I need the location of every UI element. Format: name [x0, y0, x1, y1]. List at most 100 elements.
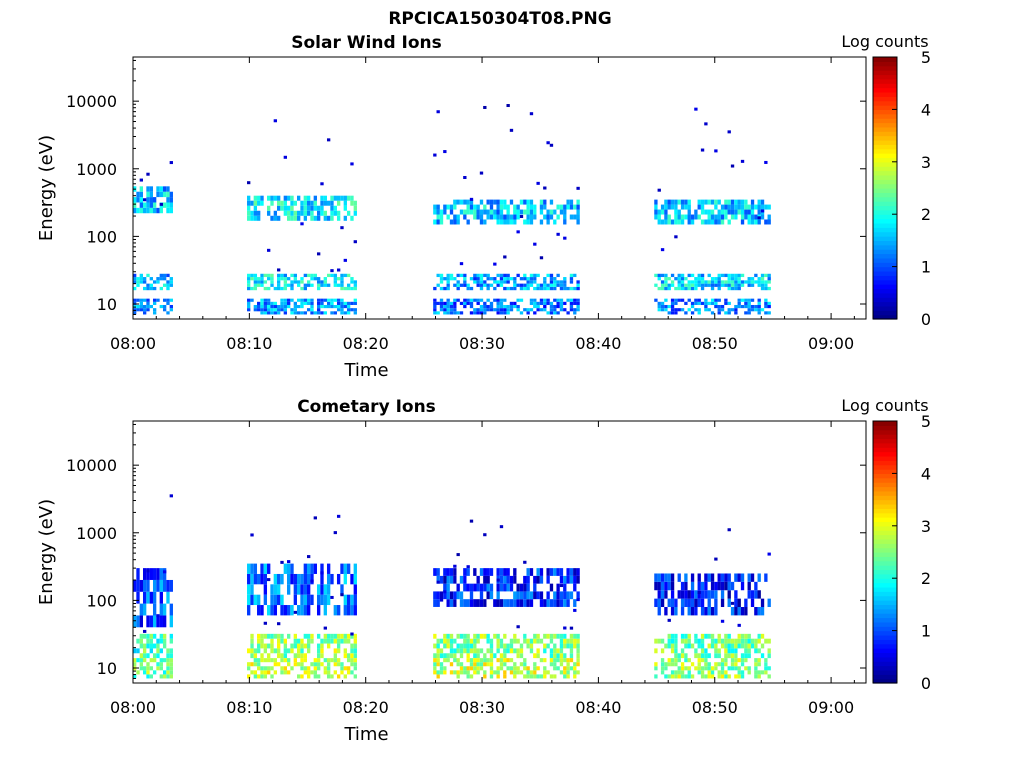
- spectrogram-cell: [463, 638, 467, 644]
- spectrogram-cell: [664, 308, 668, 312]
- spectrogram-cell: [707, 219, 711, 225]
- spectrogram-cell: [536, 308, 540, 312]
- spectrogram-cell: [543, 643, 547, 649]
- spectrogram-cell: [323, 298, 327, 302]
- spectrogram-cell: [439, 591, 444, 600]
- spectrogram-cell: [283, 283, 288, 287]
- spectrogram-cell: [453, 311, 457, 315]
- spectrogram-cell: [162, 579, 167, 592]
- spectrogram-cell: [737, 633, 741, 639]
- spectrogram-cell: [323, 280, 327, 284]
- spectrogram-cell: [159, 568, 163, 580]
- spectrogram-cell: [340, 662, 344, 667]
- spectrogram-cell: [323, 605, 327, 616]
- spectrogram-cell: [697, 308, 701, 312]
- spectrogram-cell: [556, 273, 560, 278]
- spectrogram-cell: [660, 658, 665, 663]
- spectrogram-cell: [750, 209, 755, 215]
- spectrogram-cell: [169, 633, 173, 639]
- spectrogram-cell: [747, 633, 751, 639]
- spectrogram-cell: [303, 584, 307, 595]
- spectrogram-cell: [714, 653, 718, 659]
- spectrogram-cell: [273, 670, 278, 675]
- spectrogram-cell: [133, 286, 137, 291]
- spectrogram-cell: [267, 286, 271, 291]
- spectrogram-cell: [257, 666, 261, 671]
- spectrogram-cell: [493, 199, 497, 205]
- y-tick-label: 100: [86, 591, 117, 610]
- spectrogram-cell: [687, 633, 691, 639]
- spectrogram-cell: [136, 638, 140, 644]
- spectrogram-cell: [734, 273, 738, 278]
- spectrogram-cell: [660, 573, 665, 582]
- spectrogram-cell: [754, 666, 758, 671]
- spectrogram-cell: [446, 599, 450, 607]
- spectrogram-cell: [343, 674, 347, 679]
- spectrogram-cell: [677, 283, 681, 287]
- spectrogram-cell: [146, 638, 150, 644]
- spectrogram-cell: [247, 273, 251, 278]
- spectrogram-cell: [493, 209, 497, 215]
- spectrogram-cell: [684, 633, 688, 639]
- spectrogram-cell: [323, 195, 327, 201]
- spectrogram-cell: [519, 215, 524, 219]
- colorbar-segment: [873, 591, 897, 597]
- spectrogram-cell: [343, 205, 347, 211]
- spectrogram-cell: [670, 219, 675, 225]
- spectrogram-cell: [529, 280, 534, 284]
- spectrogram-cell: [734, 573, 738, 582]
- spectrogram-cell: [473, 648, 477, 654]
- spectrogram-cell: [519, 286, 524, 291]
- spectrogram-cell: [529, 568, 534, 576]
- spectrogram-cell: [707, 633, 711, 639]
- colorbar-segment: [873, 122, 897, 128]
- spectrogram-cell: [750, 590, 755, 599]
- spectrogram-cell: [290, 573, 294, 585]
- spectrogram-cell: [483, 662, 487, 667]
- colorbar-segment: [873, 170, 897, 176]
- spectrogram-cell: [690, 607, 695, 616]
- spectrogram-cell: [563, 283, 567, 287]
- spectrogram-cell: [714, 204, 718, 210]
- spectrogram-cell: [446, 204, 450, 210]
- spectrogram-cell: [469, 301, 474, 305]
- spectrogram-cell: [169, 615, 173, 628]
- spectrogram-cell: [263, 670, 268, 675]
- spectrogram-cell: [734, 286, 738, 291]
- colorbar-segment: [873, 669, 897, 675]
- spectrogram-cell: [156, 653, 160, 659]
- spectrogram-cell: [433, 643, 437, 649]
- spectrogram-cell: [326, 670, 331, 675]
- spectrogram-cell: [453, 298, 457, 302]
- spectrogram-cell: [677, 277, 681, 281]
- spectrogram-cell: [136, 615, 140, 628]
- spectrogram-cell: [330, 200, 334, 206]
- spectrogram-cell: [740, 199, 745, 205]
- spectrogram-cell: [660, 670, 665, 675]
- spectrogram-cell: [463, 199, 467, 205]
- spectrogram-cell: [697, 662, 701, 667]
- spectrogram-cell: [159, 579, 163, 592]
- colorbar-title: Log counts: [841, 396, 928, 415]
- spectrogram-cell: [136, 280, 140, 284]
- spectrogram-cell: [757, 209, 761, 215]
- spectrogram-cell: [247, 286, 251, 291]
- spectrogram-cell: [700, 286, 705, 291]
- spectrogram-cell: [536, 575, 540, 584]
- spectrogram-cell: [747, 311, 751, 315]
- spectrogram-cell: [316, 286, 321, 291]
- spectrogram-cell: [670, 311, 675, 315]
- spectrogram-cell: [280, 304, 284, 309]
- spectrogram-cell: [479, 583, 484, 592]
- spectrogram-cell: [290, 286, 294, 291]
- spectrogram-cell: [754, 590, 758, 599]
- spectrogram-cell: [533, 670, 537, 675]
- spectrogram-cell: [744, 214, 748, 220]
- spectrogram-cell: [757, 304, 761, 309]
- spectrogram-cell: [523, 633, 527, 639]
- spectrogram-cell: [149, 591, 153, 604]
- spectrogram-cell: [280, 605, 284, 616]
- spectrogram-cell: [333, 531, 337, 535]
- spectrogram-cell: [710, 666, 715, 671]
- spectrogram-cell: [340, 563, 344, 574]
